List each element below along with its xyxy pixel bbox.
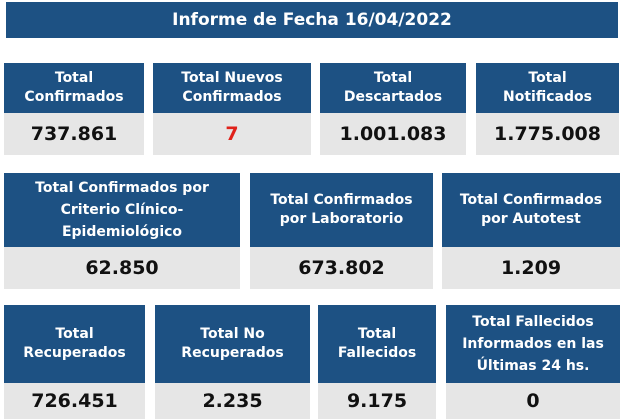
card-value: 1.001.083 xyxy=(320,113,466,155)
card-total-no-recuperados: Total No Recuperados 2.235 xyxy=(155,305,310,419)
card-value: 0 xyxy=(446,383,620,419)
card-total-confirmados: Total Confirmados 737.861 xyxy=(4,63,144,155)
card-label: Total Descartados xyxy=(320,63,466,113)
card-confirmados-autotest: Total Confirmados por Autotest 1.209 xyxy=(442,173,620,289)
card-label-text: Total Confirmados por Laboratorio xyxy=(270,192,413,227)
card-label: Total No Recuperados xyxy=(155,305,310,383)
card-total-fallecidos: Total Fallecidos 9.175 xyxy=(318,305,436,419)
card-confirmados-clinico-epidemiologico: Total Confirmados por Criterio Clínico-E… xyxy=(4,173,240,289)
card-label: Total Confirmados xyxy=(4,63,144,113)
card-label-text: Total Recuperados xyxy=(23,326,126,361)
report-title-text: Informe de Fecha 16/04/2022 xyxy=(172,10,452,30)
card-label-text: Total No Recuperados xyxy=(181,326,284,361)
card-value: 673.802 xyxy=(250,247,433,289)
card-value: 1.775.008 xyxy=(476,113,619,155)
report-title: Informe de Fecha 16/04/2022 xyxy=(6,2,618,38)
card-value: 1.209 xyxy=(442,247,620,289)
card-total-nuevos-confirmados: Total Nuevos Confirmados 7 xyxy=(153,63,311,155)
card-label-text: Total Descartados xyxy=(343,70,443,105)
card-total-notificados: Total Notificados 1.775.008 xyxy=(476,63,619,155)
card-label: Total Fallecidos xyxy=(318,305,436,383)
card-label: Total Confirmados por Criterio Clínico-E… xyxy=(4,173,240,247)
card-value: 7 xyxy=(153,113,311,155)
card-value: 62.850 xyxy=(4,247,240,289)
card-confirmados-laboratorio: Total Confirmados por Laboratorio 673.80… xyxy=(250,173,433,289)
card-value: 9.175 xyxy=(318,383,436,419)
card-label: Total Confirmados por Autotest xyxy=(442,173,620,247)
card-label-text: Total Fallecidos xyxy=(337,326,417,361)
card-total-recuperados: Total Recuperados 726.451 xyxy=(4,305,145,419)
card-label-text: Total Fallecidos Informados en las Últim… xyxy=(462,314,604,374)
card-value: 726.451 xyxy=(4,383,145,419)
card-fallecidos-ultimas-24hs: Total Fallecidos Informados en las Últim… xyxy=(446,305,620,419)
card-value: 737.861 xyxy=(4,113,144,155)
card-label-text: Total Confirmados por Autotest xyxy=(459,192,603,227)
card-total-descartados: Total Descartados 1.001.083 xyxy=(320,63,466,155)
card-label: Total Notificados xyxy=(476,63,619,113)
card-label-text: Total Confirmados xyxy=(24,70,124,105)
card-value: 2.235 xyxy=(155,383,310,419)
card-label-text: Total Notificados xyxy=(503,70,592,105)
card-label-text: Total Nuevos Confirmados xyxy=(181,70,283,105)
card-label-text: Total Confirmados por Criterio Clínico-E… xyxy=(35,180,209,240)
card-label: Total Recuperados xyxy=(4,305,145,383)
card-label: Total Nuevos Confirmados xyxy=(153,63,311,113)
card-label: Total Confirmados por Laboratorio xyxy=(250,173,433,247)
card-label: Total Fallecidos Informados en las Últim… xyxy=(446,305,620,383)
